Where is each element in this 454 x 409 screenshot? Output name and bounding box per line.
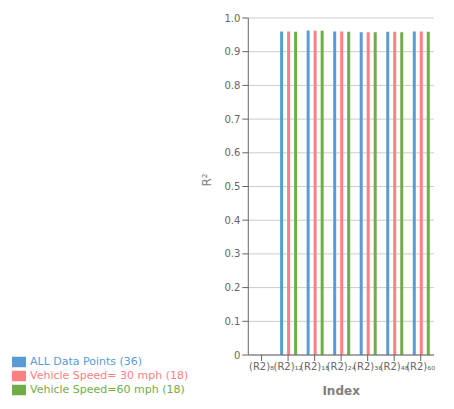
html-text:ALL Data Points (36): ALL Data Points (36) bbox=[30, 355, 143, 368]
svg-text:0.9: 0.9 bbox=[224, 46, 240, 57]
svg-text:R²: R² bbox=[200, 173, 214, 186]
svg-text:(R2)₃₆: (R2)₃₆ bbox=[353, 361, 382, 372]
svg-text:0: 0 bbox=[234, 350, 240, 361]
svg-text:0.3: 0.3 bbox=[224, 248, 240, 259]
html-text:Vehicle Speed= 30 mph (18): Vehicle Speed= 30 mph (18) bbox=[30, 369, 189, 382]
svg-text:0.4: 0.4 bbox=[224, 215, 240, 226]
svg-text:(R2)₆₀: (R2)₆₀ bbox=[406, 361, 435, 372]
svg-text:0.5: 0.5 bbox=[224, 181, 240, 192]
svg-text:0.1: 0.1 bbox=[224, 316, 240, 327]
svg-text:(R2)₄₈: (R2)₄₈ bbox=[380, 361, 409, 372]
html-text:Vehicle Speed=60 mph (18): Vehicle Speed=60 mph (18) bbox=[30, 383, 185, 396]
svg-text:(R2)₂₄: (R2)₂₄ bbox=[327, 361, 356, 372]
svg-text:0.6: 0.6 bbox=[224, 147, 240, 158]
svg-text:(R2)₁₂: (R2)₁₂ bbox=[274, 361, 303, 372]
svg-text:(R2)₁₈: (R2)₁₈ bbox=[300, 361, 329, 372]
svg-text:1.0: 1.0 bbox=[224, 13, 240, 24]
svg-text:0.8: 0.8 bbox=[224, 80, 240, 91]
svg-text:0.7: 0.7 bbox=[224, 114, 240, 125]
svg-text:(R2)₈: (R2)₈ bbox=[249, 361, 274, 372]
svg-text:0.2: 0.2 bbox=[224, 282, 240, 293]
svg-text:Index: Index bbox=[322, 384, 360, 398]
